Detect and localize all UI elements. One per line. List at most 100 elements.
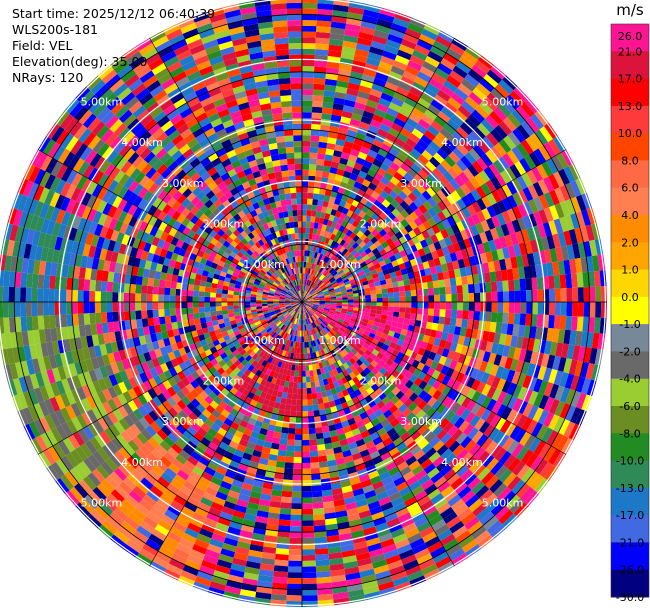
ppi-gate: [431, 519, 447, 532]
ppi-gate: [436, 460, 449, 472]
ppi-gate: [385, 237, 394, 246]
ppi-gate: [297, 336, 301, 343]
ppi-gate: [233, 552, 249, 561]
ppi-gate: [176, 542, 192, 555]
ppi-gate: [355, 43, 371, 52]
ppi-gate: [276, 390, 283, 398]
ppi-gate: [491, 215, 501, 228]
ppi-gate: [309, 370, 314, 377]
ppi-gate: [302, 60, 315, 67]
ppi-gate: [194, 385, 204, 395]
ppi-gate: [385, 461, 397, 472]
ppi-gate: [340, 544, 355, 553]
ppi-gate: [244, 295, 251, 300]
ppi-gate: [224, 349, 233, 357]
ppi-gate: [320, 254, 326, 261]
ppi-gate: [366, 335, 374, 343]
ppi-gate: [57, 366, 67, 381]
ppi-gate: [181, 283, 189, 290]
ppi-gate: [448, 42, 465, 56]
ppi-gate: [306, 312, 310, 318]
ppi-gate: [211, 315, 218, 322]
ppi-gate: [137, 405, 149, 418]
ppi-gate: [405, 117, 418, 129]
ppi-gate: [279, 296, 286, 299]
ppi-gate: [192, 335, 200, 344]
ppi-gate: [264, 355, 271, 362]
ppi-gate: [494, 447, 507, 462]
ppi-gate: [237, 336, 245, 343]
ppi-gate: [427, 50, 443, 63]
ppi-gate: [286, 600, 302, 607]
ppi-gate: [534, 458, 549, 475]
ppi-gate: [371, 247, 380, 255]
ppi-gate: [317, 153, 326, 160]
ppi-gate: [154, 270, 162, 280]
ppi-gate: [517, 266, 526, 280]
ppi-gate: [260, 557, 275, 566]
ppi-gate: [330, 343, 336, 351]
ppi-gate: [411, 128, 424, 140]
ppi-gate: [269, 370, 276, 378]
ppi-gate: [379, 212, 388, 221]
ppi-gate: [267, 296, 274, 299]
ppi-gate: [225, 495, 238, 505]
ppi-gate: [337, 318, 345, 323]
ppi-gate: [213, 496, 226, 507]
ppi-gate: [315, 271, 320, 278]
ppi-gate: [302, 572, 317, 579]
ppi-gate: [417, 248, 426, 257]
ppi-gate: [247, 371, 255, 380]
ppi-gate: [234, 430, 244, 439]
ppi-gate: [324, 189, 332, 197]
ppi-gate: [305, 306, 311, 311]
ppi-gate: [293, 318, 297, 324]
ppi-gate: [299, 342, 302, 349]
ppi-gate: [22, 407, 34, 424]
ppi-gate: [330, 208, 338, 217]
ppi-gate: [203, 378, 213, 387]
ppi-gate: [593, 270, 601, 287]
ppi-gate: [394, 137, 406, 148]
ppi-gate: [375, 379, 384, 388]
ppi-gate: [360, 345, 368, 353]
ppi-gate: [201, 471, 214, 482]
ppi-gate: [298, 365, 302, 372]
ppi-gate: [219, 326, 227, 333]
ppi-gate: [346, 311, 353, 316]
ppi-gate: [370, 404, 380, 414]
ppi-gate: [261, 303, 268, 307]
ppi-gate: [273, 296, 280, 299]
ppi-gate: [456, 143, 469, 156]
ppi-gate: [512, 460, 526, 476]
ppi-gate: [407, 272, 415, 280]
ppi-gate: [369, 431, 380, 441]
ppi-gate: [302, 152, 310, 159]
ppi-gate: [302, 474, 312, 481]
ppi-gate: [318, 297, 325, 300]
ppi-gate: [577, 287, 584, 302]
ppi-gate: [40, 432, 53, 449]
ppi-gate: [424, 536, 441, 549]
ppi-gate: [334, 422, 343, 430]
ppi-gate: [243, 477, 255, 486]
ppi-gate: [211, 278, 219, 285]
ppi-gate: [353, 261, 360, 268]
ppi-gate: [395, 327, 403, 335]
ppi-gate: [476, 467, 491, 482]
ppi-gate: [237, 324, 245, 331]
ppi-gate: [258, 357, 265, 365]
ppi-gate: [42, 448, 56, 465]
ppi-gate: [269, 310, 276, 315]
ppi-gate: [580, 256, 589, 273]
ppi-gate: [65, 404, 77, 420]
ppi-gate: [580, 331, 589, 348]
ppi-gate: [536, 424, 549, 441]
ppi-gate: [273, 333, 279, 340]
ppi-gate: [124, 320, 132, 330]
ppi-gate: [399, 367, 409, 377]
ppi-gate: [265, 334, 272, 341]
ppi-gate: [413, 198, 423, 208]
ppi-gate: [307, 280, 311, 286]
ppi-gate: [291, 303, 297, 307]
